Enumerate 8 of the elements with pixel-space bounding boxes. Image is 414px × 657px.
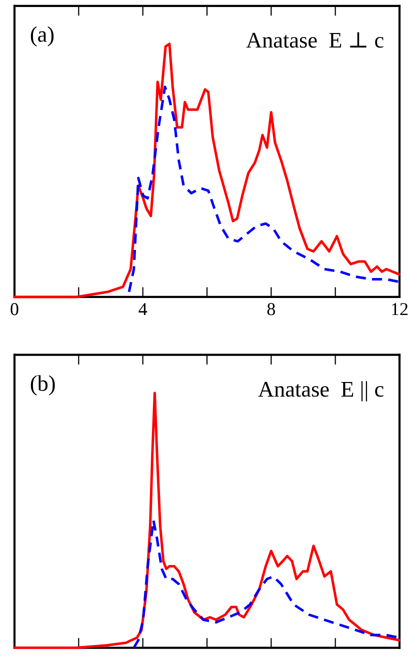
annotation: (b) — [30, 375, 55, 396]
x-tick-label: 12 — [392, 303, 408, 316]
annotation: (a) — [30, 26, 54, 46]
annotation: Anatase E ⊥ c — [246, 32, 384, 48]
annotation: Anatase E || c — [258, 381, 384, 402]
x-tick-label: 4 — [138, 303, 148, 316]
x-tick-label: 8 — [267, 303, 275, 316]
x-tick-label: 0 — [10, 303, 18, 316]
